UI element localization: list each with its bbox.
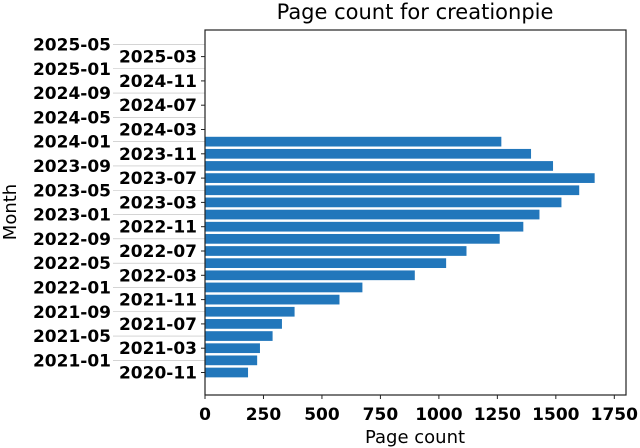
bar-2023-11 [205, 148, 532, 159]
bar-2022-03 [205, 270, 415, 281]
bar-2022-05 [205, 258, 447, 269]
y-tick-label: 2023-01 [33, 206, 111, 226]
bar-2021-09 [205, 306, 295, 317]
bar-2021-05 [205, 331, 273, 341]
y-tick-label: 2024-03 [119, 121, 197, 141]
plot-frame [204, 29, 627, 396]
x-tick-label: 0 [199, 405, 211, 425]
bar-2023-01 [205, 209, 540, 220]
y-tick-label: 2021-07 [119, 315, 197, 335]
y-tick-label: 2024-09 [33, 84, 111, 104]
bar-2021-03 [205, 343, 260, 354]
x-tick-label: 1250 [474, 405, 521, 425]
bar-2023-09 [205, 161, 554, 171]
bar-2023-05 [205, 185, 580, 196]
y-tick-label: 2023-11 [119, 145, 197, 165]
x-tick-label: 250 [246, 405, 282, 425]
x-tick-label: 1000 [415, 405, 462, 425]
x-tick-label: 750 [363, 405, 399, 425]
bar-2023-03 [205, 197, 562, 208]
x-tick-label: 1500 [532, 405, 579, 425]
y-tick-label: 2022-07 [119, 242, 197, 262]
bar-2021-07 [205, 319, 282, 329]
y-tick-label: 2021-03 [119, 339, 197, 359]
y-tick-label: 2022-11 [119, 218, 197, 238]
bar-2022-09 [205, 233, 500, 244]
y-tick-label: 2023-05 [33, 181, 111, 201]
x-tick-label: 1750 [591, 405, 638, 425]
bar-2023-07 [205, 173, 595, 183]
x-axis-label: Page count [365, 427, 465, 448]
y-tick-label: 2024-07 [119, 96, 197, 116]
y-tick-label: 2024-11 [119, 72, 197, 92]
y-tick-label: 2020-11 [119, 364, 197, 384]
bar-2022-07 [205, 246, 467, 256]
y-tick-label: 2025-01 [33, 60, 111, 80]
y-tick-label: 2025-03 [119, 48, 197, 68]
y-tick-label: 2024-05 [33, 108, 111, 128]
y-tick-label: 2021-05 [33, 327, 111, 347]
y-tick-label: 2023-09 [33, 157, 111, 177]
bar-2021-11 [205, 294, 340, 305]
y-tick-label: 2023-07 [119, 169, 197, 189]
bar-2022-11 [205, 221, 524, 232]
y-tick-label: 2021-01 [33, 351, 111, 371]
y-tick-label: 2024-01 [33, 133, 111, 153]
y-tick-label: 2022-05 [33, 254, 111, 274]
y-axis-label: Month [0, 184, 21, 240]
bar-2021-01 [205, 355, 258, 366]
y-tick-label: 2022-01 [33, 278, 111, 298]
y-tick-label: 2023-03 [119, 193, 197, 213]
y-tick-label: 2022-03 [119, 266, 197, 286]
y-tick-label: 2021-11 [119, 291, 197, 311]
bar-2022-01 [205, 282, 363, 293]
bar-2024-01 [205, 136, 502, 147]
y-tick-label: 2022-09 [33, 230, 111, 250]
chart-title: Page count for creationpie [277, 0, 554, 24]
bar-2020-11 [205, 367, 249, 378]
x-tick-label: 500 [304, 405, 340, 425]
y-tick-label: 2021-09 [33, 303, 111, 323]
y-tick-label: 2025-05 [33, 35, 111, 55]
